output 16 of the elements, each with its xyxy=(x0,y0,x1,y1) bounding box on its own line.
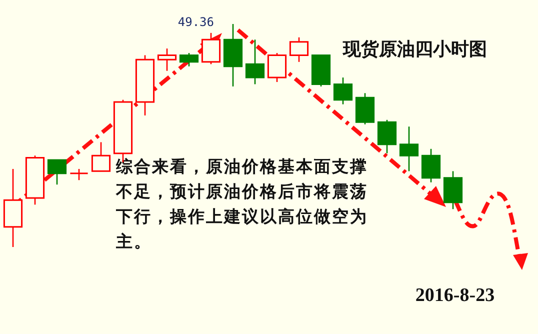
text: 现货原油四小时图 xyxy=(342,38,488,61)
candlestick xyxy=(421,148,441,183)
annotation: 49.36 xyxy=(176,15,214,29)
annotation: 综合来看，原油价格基本面支撑不足，预计原油价格后市将震荡下行，操作上建议以高位做空为主。 xyxy=(116,156,369,253)
candlestick xyxy=(333,76,353,105)
candlestick xyxy=(157,48,177,72)
candlestick xyxy=(47,159,67,186)
candlestick xyxy=(377,119,397,154)
candlestick xyxy=(245,38,265,85)
candlestick xyxy=(179,52,199,68)
candlestick xyxy=(91,142,111,172)
candlestick xyxy=(267,52,287,83)
text: 2016-8-23 xyxy=(414,285,496,307)
candlestick xyxy=(289,36,309,63)
candlestick xyxy=(399,126,419,172)
candlestick xyxy=(69,168,89,181)
